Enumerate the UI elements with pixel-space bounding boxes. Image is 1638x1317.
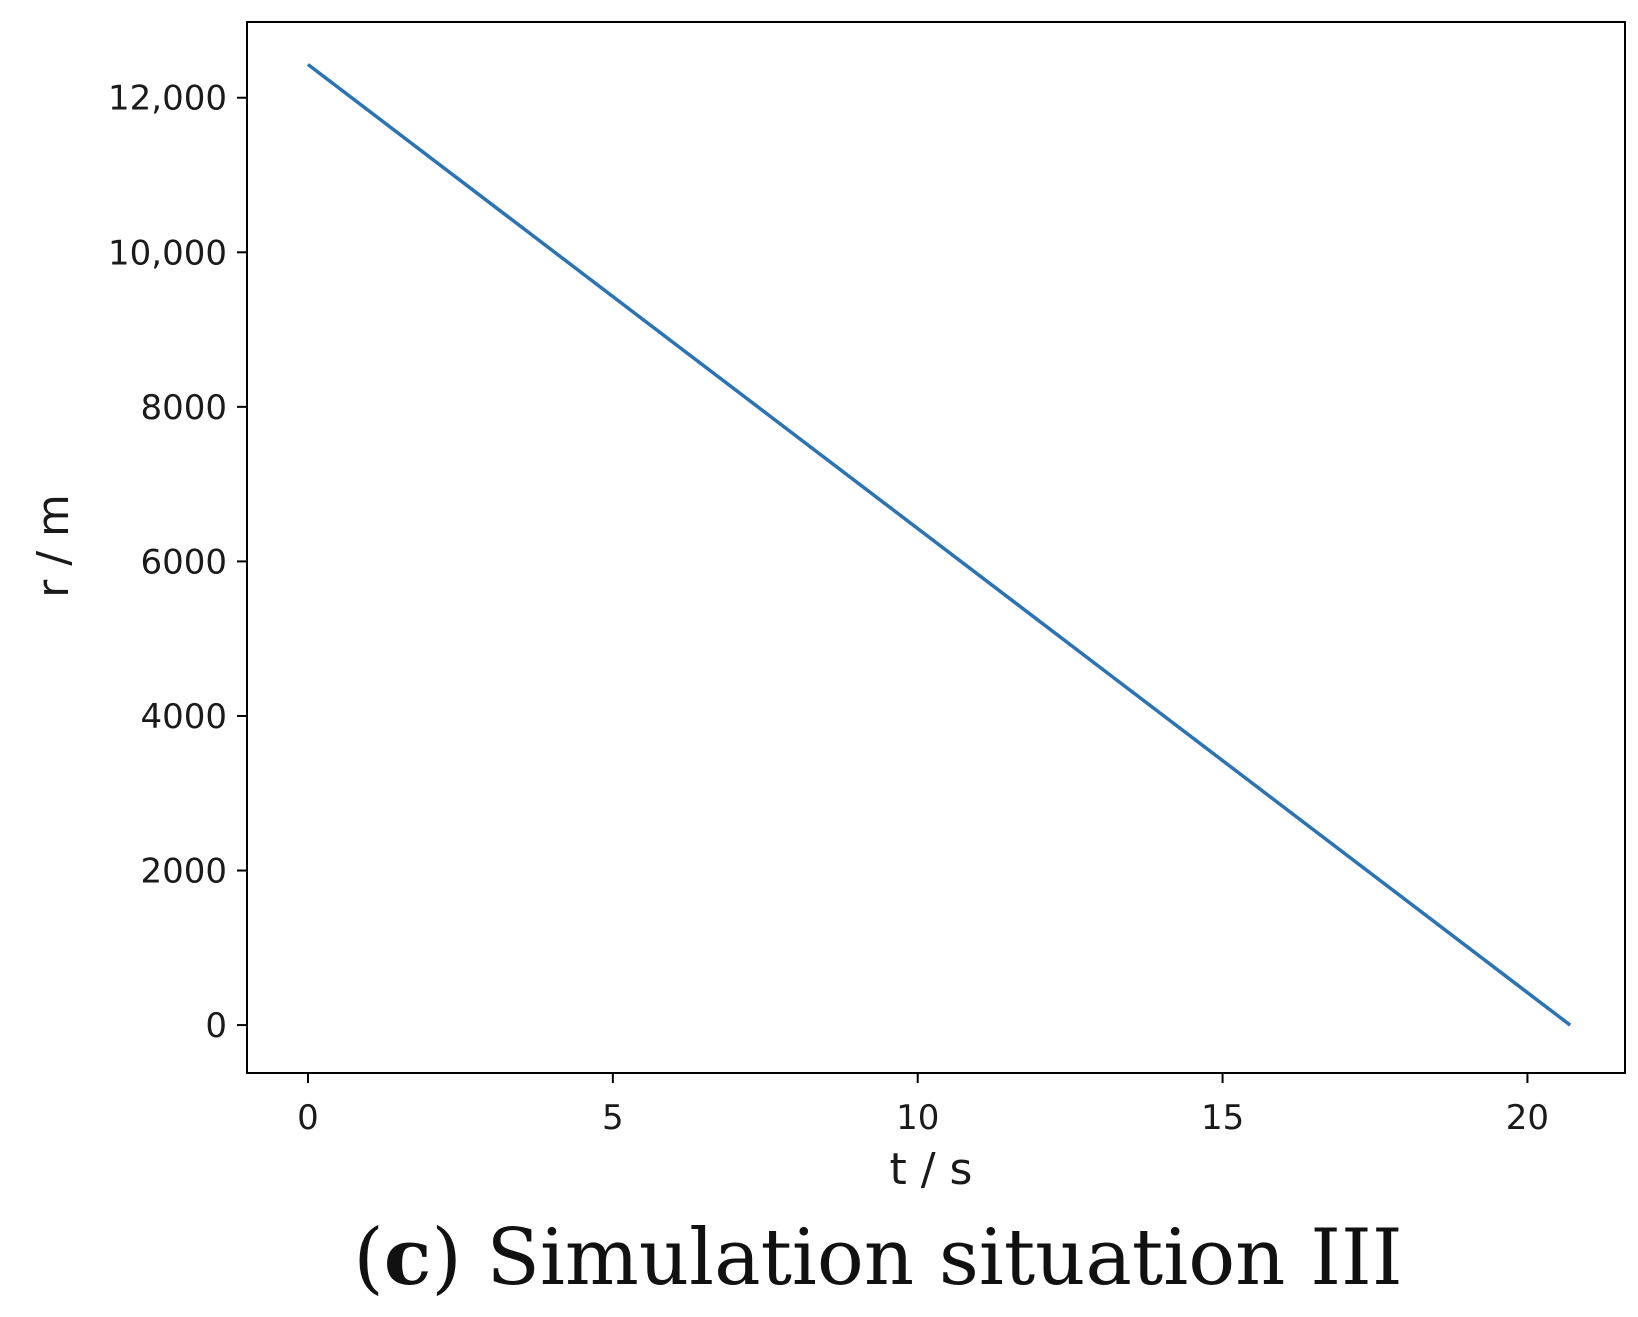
caption-open-paren: ( [353,1213,383,1303]
y-tick-label: 6000 [140,542,227,582]
ticks-layer: 0 5 10 15 20 0 2000 4000 6000 8000 10,000 12,000 [108,79,1549,1138]
x-tick-label: 5 [602,1098,624,1138]
y-tick-label: 12,000 [108,79,227,119]
x-tick-label: 0 [297,1098,319,1138]
series-line-0 [306,63,1572,1027]
x-axis-title: t / s [890,1144,973,1195]
x-tick-label: 10 [896,1098,939,1138]
y-tick-label: 2000 [140,852,227,892]
y-tick-label: 8000 [140,388,227,428]
x-tick-label: 20 [1506,1098,1549,1138]
caption-text: Simulation situation III [462,1213,1403,1303]
y-tick-label: 0 [205,1006,227,1046]
x-tick-label: 15 [1201,1098,1244,1138]
figure-caption: (c) Simulation situation III [353,1212,1402,1303]
y-tick-label: 4000 [140,697,227,737]
plot-layer [246,21,1626,1074]
caption-label: c [384,1212,432,1303]
plot-frame [246,21,1626,1074]
y-axis-title: r / m [28,494,79,598]
y-tick-label: 10,000 [108,233,227,273]
caption-close-paren: ) [431,1213,461,1303]
